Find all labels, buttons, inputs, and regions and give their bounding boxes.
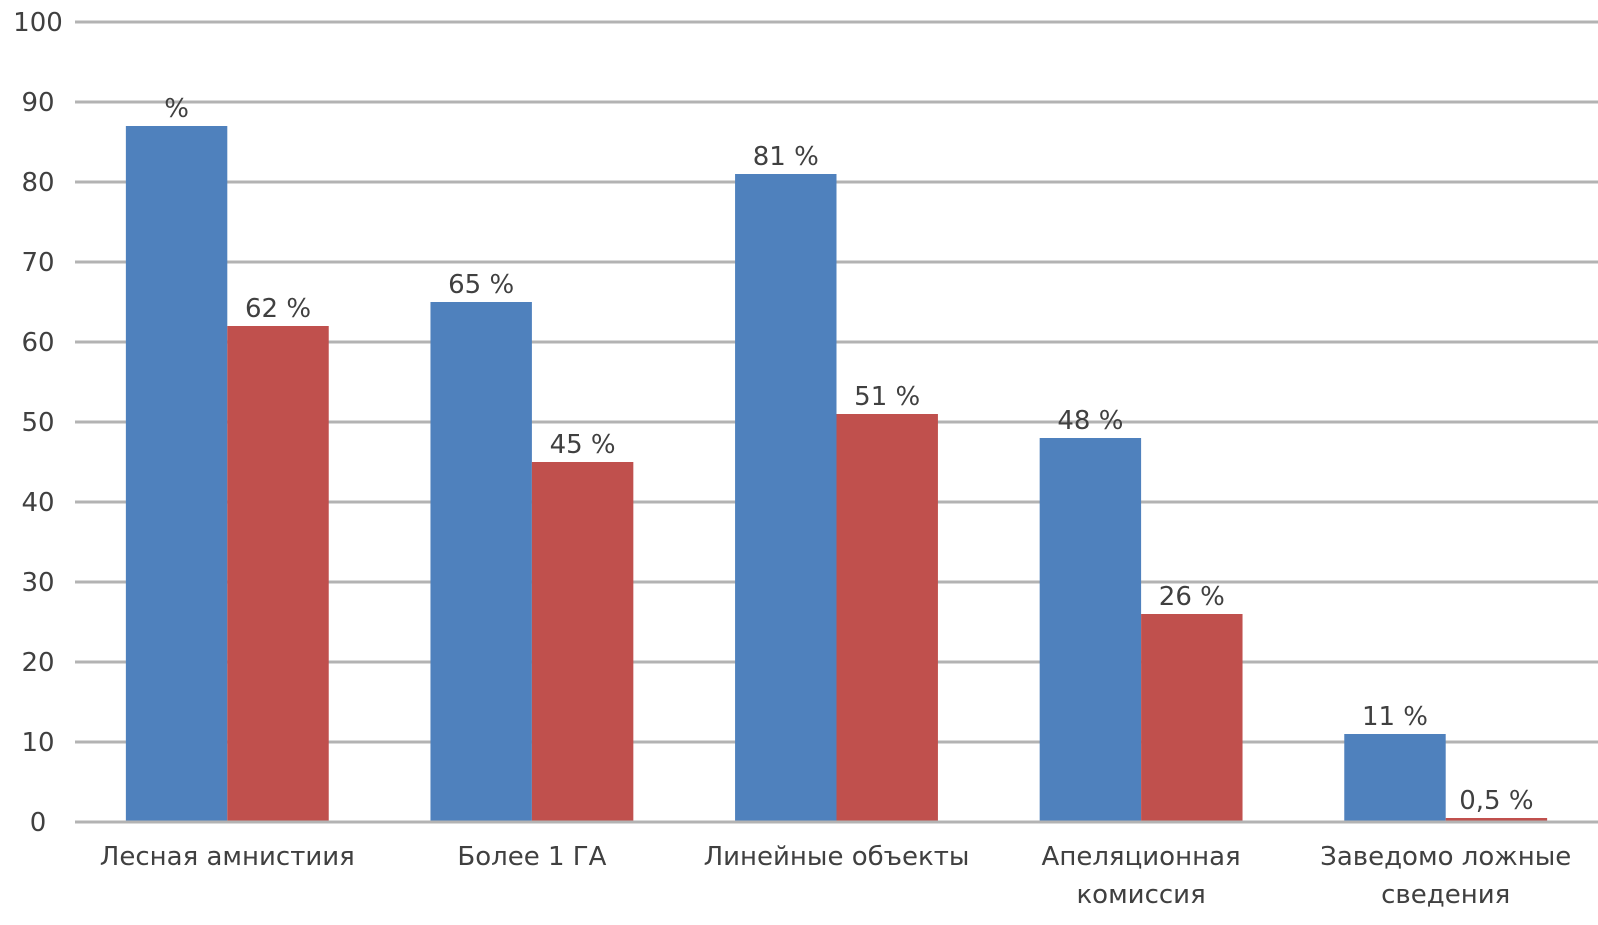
y-tick-label: 90 [21, 88, 54, 118]
bar-series2-3 [836, 414, 938, 822]
x-category-label: Линейные объекты [704, 842, 970, 872]
y-axis-tick-labels: 0 10 20 30 40 50 60 70 80 90 100 [13, 8, 63, 838]
data-label: 62 % [245, 294, 311, 324]
y-tick-label: 30 [21, 568, 54, 598]
y-tick-label: 40 [21, 488, 54, 518]
bar-series1-3 [735, 174, 837, 822]
y-tick-label: 60 [21, 328, 54, 358]
bar-series1-2 [430, 302, 532, 822]
bar-series1-5 [1344, 734, 1446, 822]
x-category-label: Лесная амнистиия [100, 842, 355, 872]
bar-series2-2 [531, 462, 634, 822]
data-label: 26 % [1159, 582, 1225, 612]
x-category-label: Более 1 ГА [457, 842, 606, 872]
bar-series2-4 [1141, 614, 1243, 822]
bars [125, 126, 1548, 822]
bar-series2-1 [227, 326, 329, 822]
data-label: 81 % [753, 142, 819, 172]
data-label: 65 % [448, 270, 514, 300]
y-tick-label: 0 [30, 808, 47, 838]
bar-series2-5 [1445, 818, 1548, 822]
x-category-label: Апеляционная комиссия [1042, 842, 1241, 910]
x-category-label: Заведомо ложные сведения [1320, 842, 1571, 910]
y-tick-label: 80 [21, 168, 54, 198]
data-label: 45 % [550, 430, 616, 460]
bar-series1-4 [1039, 438, 1142, 822]
y-tick-label: 20 [21, 648, 54, 678]
bar-series1-1 [125, 126, 228, 822]
y-tick-label: 100 [13, 8, 63, 38]
data-labels: % 62 % 65 % 45 % 81 % 51 % 48 % 26 % 11 % 0,5 % [164, 94, 1533, 816]
data-label: 11 % [1362, 702, 1428, 732]
x-axis-category-labels: Лесная амнистиия Более 1 ГА Линейные объек… [100, 842, 1571, 910]
y-tick-label: 10 [21, 728, 54, 758]
data-label: 48 % [1057, 406, 1123, 436]
data-label: % [164, 94, 189, 124]
data-label: 51 % [854, 382, 920, 412]
y-tick-label: 70 [21, 248, 54, 278]
data-label: 0,5 % [1459, 786, 1533, 816]
y-tick-label: 50 [21, 408, 54, 438]
